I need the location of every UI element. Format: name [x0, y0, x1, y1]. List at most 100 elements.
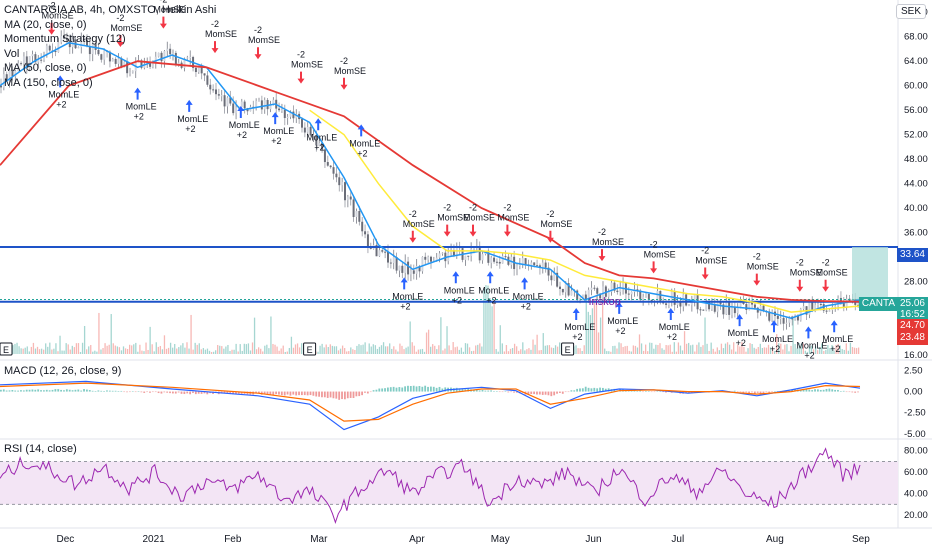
- macd-histogram-bar: [183, 391, 186, 395]
- volume-bar: [18, 346, 20, 354]
- price-candle: [412, 270, 415, 274]
- price-candle: [619, 287, 622, 292]
- price-candle: [43, 55, 45, 60]
- short-signal-qty: -2: [159, 0, 167, 5]
- volume-bar: [206, 348, 209, 354]
- macd-histogram-bar: [814, 389, 816, 392]
- rsi-legend[interactable]: RSI (14, close): [4, 443, 77, 455]
- volume-bar: [442, 350, 444, 354]
- legend-strategy[interactable]: Momentum Strategy (12): [4, 33, 126, 45]
- macd-histogram-bar: [2, 389, 5, 392]
- macd-histogram-bar: [602, 387, 604, 392]
- long-signal-arrow: [400, 277, 408, 290]
- volume-bar: [456, 346, 458, 354]
- volume-bar: [133, 344, 135, 354]
- macd-histogram-bar: [120, 390, 123, 392]
- volume-bar: [481, 346, 483, 354]
- volume-bar: [417, 349, 420, 354]
- volume-bar: [518, 350, 520, 354]
- volume-bar: [139, 344, 141, 354]
- long-signal-label: MomLE: [478, 285, 509, 295]
- long-signal-qty: +2: [56, 99, 66, 109]
- short-signal-label: MomSE: [695, 256, 727, 266]
- price-candle: [0, 85, 2, 88]
- price-candle: [647, 293, 650, 300]
- price-candle: [596, 288, 599, 294]
- resistance-price-tag: 33.64: [896, 248, 928, 262]
- price-candle: [332, 167, 335, 174]
- price-candle: [616, 290, 619, 292]
- macd-histogram-bar: [335, 391, 338, 399]
- price-candle: [427, 256, 430, 260]
- volume-bar: [81, 342, 84, 354]
- legend-ma50[interactable]: MA (50, close, 0): [4, 62, 87, 74]
- volume-bar: [51, 349, 53, 354]
- short-signal-label: MomSE: [463, 213, 495, 223]
- target-zone: [852, 246, 888, 300]
- price-tick-label: 16.00: [904, 350, 928, 361]
- volume-bar: [438, 345, 440, 354]
- long-signal-qty: +2: [314, 142, 324, 152]
- macd-histogram-bar: [180, 391, 183, 394]
- macd-histogram-bar: [424, 385, 427, 392]
- price-candle: [169, 48, 172, 55]
- volume-bar: [851, 347, 854, 354]
- volume-bar: [769, 347, 772, 354]
- volume-bar: [350, 347, 352, 354]
- price-candle: [561, 288, 564, 293]
- macd-histogram-bar: [94, 391, 97, 392]
- macd-histogram-bar: [88, 390, 91, 392]
- macd-histogram-bar: [742, 391, 745, 393]
- macd-histogram-bar: [146, 391, 148, 393]
- long-signal-qty: +2: [667, 332, 677, 342]
- price-candle: [172, 52, 174, 55]
- legend-vol[interactable]: Vol: [4, 47, 20, 60]
- legend-ma150[interactable]: MA (150, close, 0): [4, 76, 93, 89]
- inskop-annotation: Inskop: [589, 296, 621, 308]
- legend-ma20[interactable]: MA (20, close, 0): [4, 18, 87, 31]
- volume-bar: [182, 343, 184, 354]
- volume-bar: [487, 285, 489, 354]
- volume-bar: [215, 350, 217, 354]
- volume-bar: [534, 344, 536, 354]
- volume-bar: [640, 343, 643, 354]
- volume-bar: [55, 343, 57, 354]
- macd-histogram-bar: [564, 391, 567, 393]
- macd-histogram-bar: [404, 386, 406, 392]
- macd-histogram-bar: [289, 391, 292, 396]
- earnings-marker: [0, 342, 13, 356]
- volume-bar: [597, 332, 600, 354]
- volume-bar: [827, 344, 829, 354]
- volume-bar: [108, 344, 110, 354]
- price-candle: [166, 48, 169, 52]
- volume-bar: [323, 347, 325, 354]
- macd-legend[interactable]: MACD (12, 26, close, 9): [4, 365, 122, 377]
- volume-bar: [34, 348, 37, 354]
- volume-bar: [40, 348, 43, 354]
- volume-bar: [516, 346, 518, 354]
- time-axis-label: Jul: [671, 534, 684, 545]
- price-candle: [326, 162, 329, 166]
- macd-histogram-bar: [223, 391, 226, 394]
- volume-bar: [337, 350, 340, 354]
- macd-histogram-bar: [516, 391, 518, 393]
- macd-histogram-bar: [57, 389, 60, 392]
- volume-bar: [804, 350, 807, 354]
- macd-histogram-bar: [507, 391, 510, 393]
- volume-bar: [157, 346, 159, 354]
- price-candle: [404, 261, 407, 273]
- price-candle: [559, 286, 561, 289]
- volume-bar: [352, 349, 354, 354]
- currency-button[interactable]: SEK: [895, 4, 926, 19]
- volume-bar: [790, 345, 792, 354]
- volume-bar: [258, 347, 260, 354]
- price-candle: [352, 199, 355, 217]
- price-candle: [197, 67, 200, 73]
- macd-histogram-bar: [639, 390, 642, 392]
- volume-bar: [190, 314, 192, 354]
- volume-bar: [833, 350, 835, 354]
- long-signal-qty: +2: [357, 148, 367, 158]
- volume-bar: [362, 344, 364, 354]
- volume-bar: [522, 342, 524, 354]
